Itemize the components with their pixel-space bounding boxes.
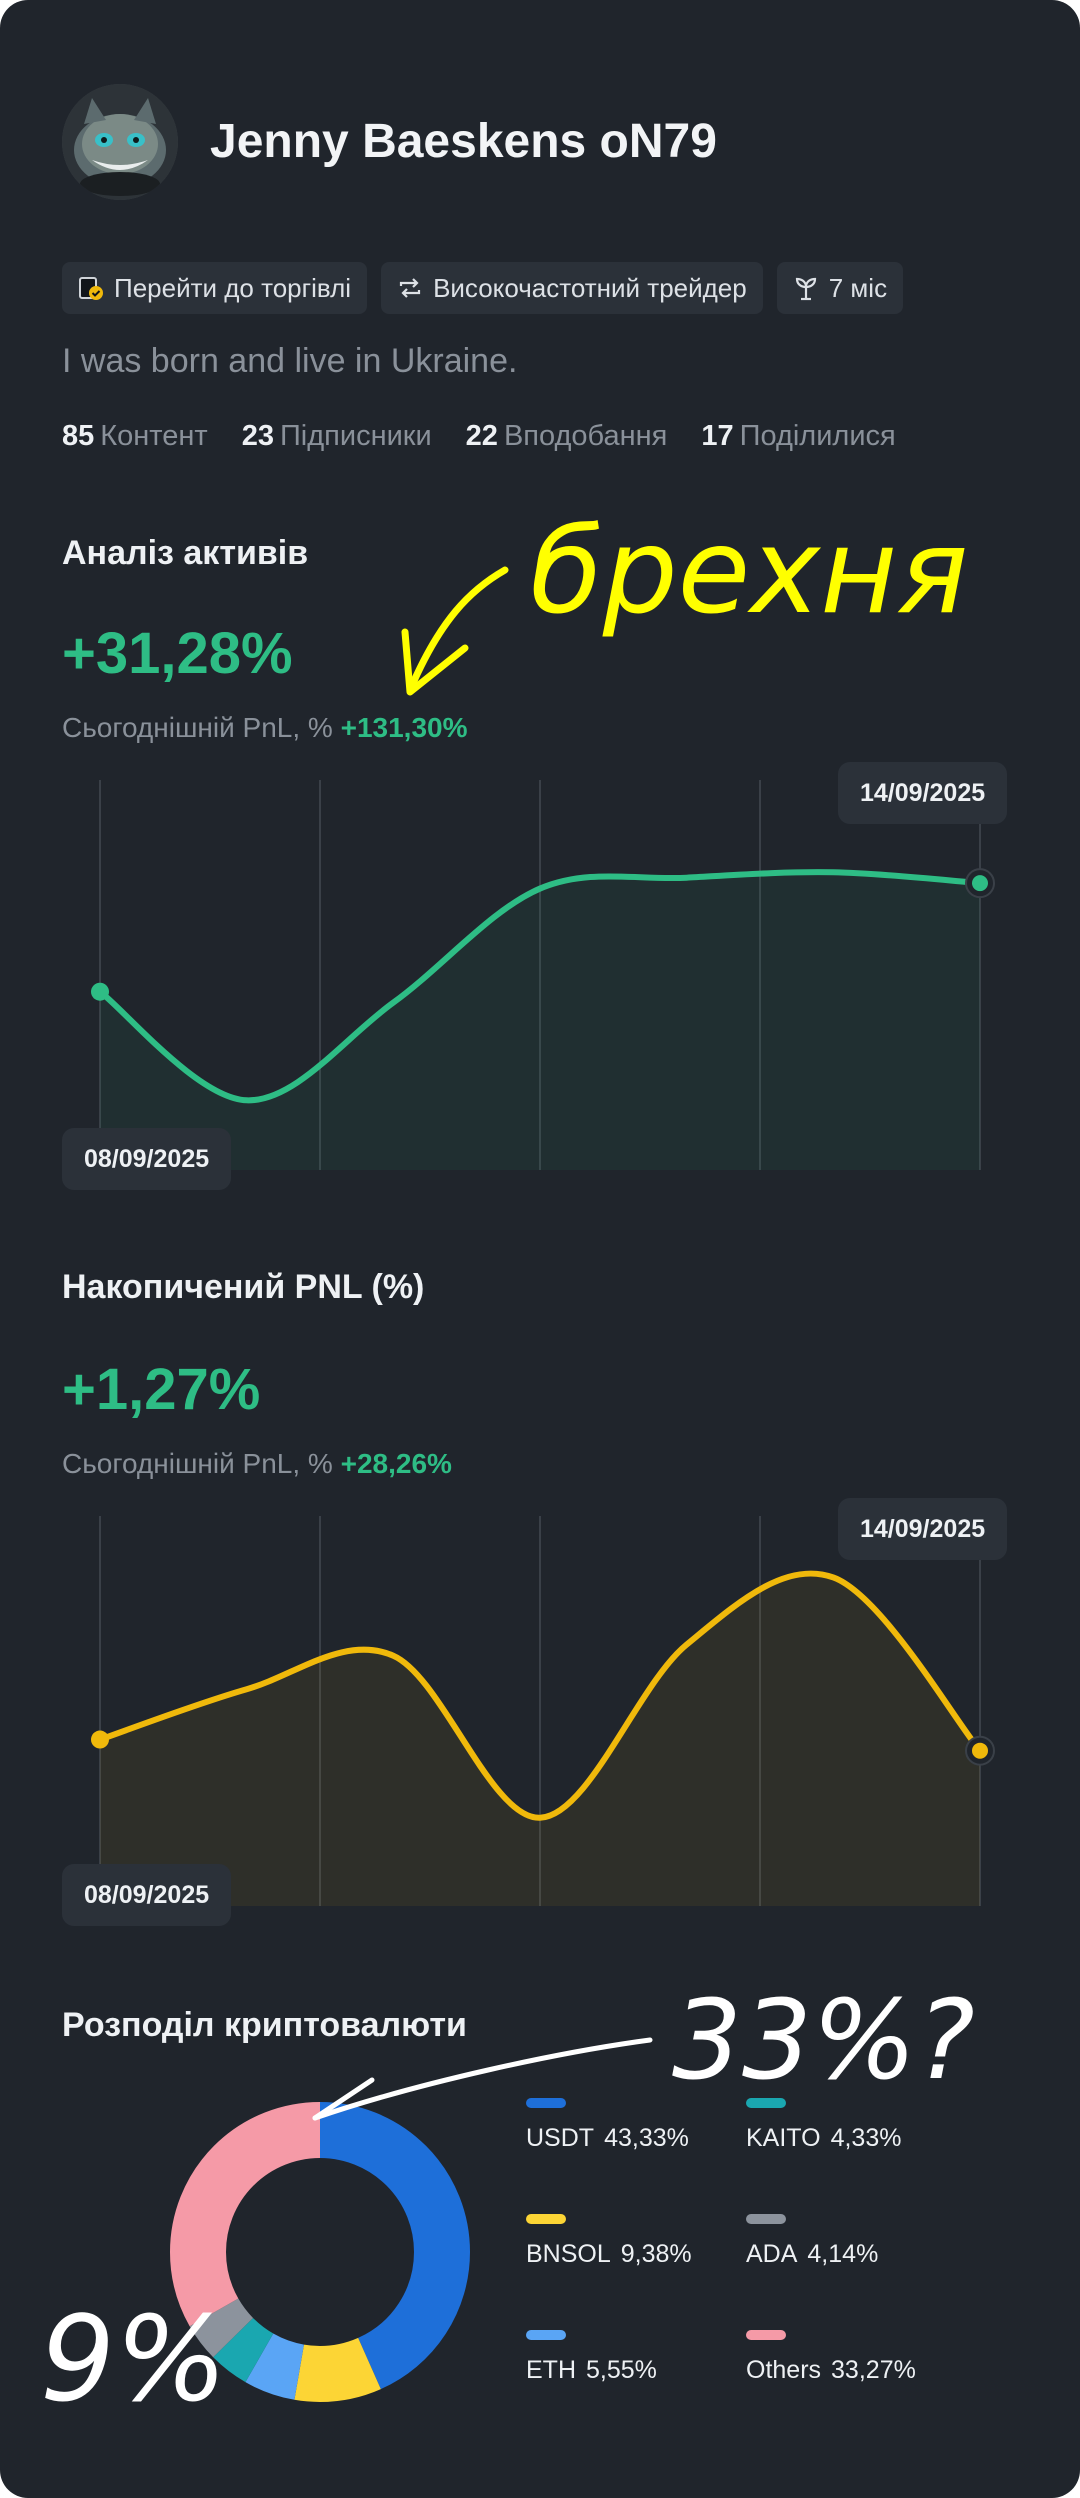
stat-number: 17 [701,420,734,452]
hf-trader-tag[interactable]: Високочастотний трейдер [381,262,763,314]
profile-tags: Перейти до торгівлі Високочастотний трей… [62,262,904,314]
stat-number: 85 [62,420,95,452]
legend-swatch [526,2214,566,2224]
asset-analysis-value: +31,28% [62,621,293,686]
crypto-distribution-title: Розподіл криптовалюти [62,2006,467,2044]
cumulative-today-pnl: Сьогоднішній PnL, % +28,26% [62,1448,452,1480]
legend-name: KAITO [746,2124,821,2152]
chart-start-date: 08/09/2025 [62,1128,232,1190]
legend-swatch [746,2330,786,2340]
legend-item-ada: ADA 4,14% [746,2214,878,2269]
asset-analysis-chart[interactable] [0,760,1080,1180]
yellow-arrow-icon [401,566,509,696]
today-pnl-value: +131,30% [340,712,468,743]
tenure-tag[interactable]: 7 міс [776,262,904,314]
chart-area [100,1573,980,1906]
donut-slice-bnsol [170,2102,470,2402]
stat-content[interactable]: 85 Контент [62,420,208,453]
stat-number: 23 [241,420,274,452]
legend-value: 9,38% [620,2240,692,2268]
go-to-trading-tag[interactable]: Перейти до торгівлі [62,262,368,314]
legend-value: 43,33% [604,2124,689,2152]
donut-slice-others [170,2102,470,2402]
asset-analysis-title: Аналіз активів [62,534,309,572]
today-pnl-value: +28,26% [340,1448,452,1479]
stat-likes[interactable]: 22 Вподобання [466,420,668,453]
legend-swatch [526,2330,566,2340]
legend-swatch [526,2098,566,2108]
go-to-trading-label: Перейти до торгівлі [114,272,352,303]
legend-item-bnsol: BNSOL 9,38% [526,2214,692,2269]
legend-value: 4,33% [830,2124,902,2152]
trading-badge-icon [78,275,104,301]
stat-followers[interactable]: 23 Підписники [242,420,432,453]
legend-name: BNSOL [526,2240,611,2268]
asset-analysis-today-pnl: Сьогоднішній PnL, % +131,30% [62,712,467,744]
note-lie: брехня [530,502,968,640]
legend-swatch [746,2214,786,2224]
legend-value: 5,55% [586,2356,657,2384]
repeat-icon [397,275,423,301]
chart-line [99,1570,983,1821]
hf-trader-label: Високочастотний трейдер [433,272,747,303]
legend-name: USDT [526,2124,595,2152]
today-pnl-label: Сьогоднішній PnL, % [62,712,333,743]
stat-label: Поділилися [739,420,896,452]
legend-swatch [746,2098,786,2108]
profile-name: Jenny Baeskens oN79 [210,115,717,168]
cumulative-pnl-title: Накопичений PNL (%) [62,1268,425,1306]
stat-label: Контент [100,420,208,452]
chart-end-date: 14/09/2025 [838,1498,1008,1560]
stat-number: 22 [465,420,498,452]
chart-line [98,869,981,1104]
avatar[interactable] [62,84,178,200]
legend-item-others: Others 33,27% [746,2330,916,2385]
stat-label: Підписники [279,420,432,452]
chart-area [100,872,980,1170]
tenure-label: 7 міс [828,272,888,303]
legend-value: 4,14% [807,2240,879,2268]
today-pnl-label: Сьогоднішній PnL, % [62,1448,333,1479]
legend-item-kaito: KAITO 4,33% [746,2098,901,2153]
legend-item-usdt: USDT 43,33% [526,2098,689,2153]
crypto-donut-chart[interactable] [160,2092,480,2412]
legend-name: ADA [746,2240,798,2268]
end-marker [972,1742,988,1759]
sprout-icon [793,275,819,301]
legend-item-eth: ETH 5,55% [526,2330,657,2385]
profile-bio: I was born and live in Ukraine. [62,342,518,380]
stat-shares[interactable]: 17 Поділилися [701,420,895,453]
note-question-33: 33%? [672,1976,975,2104]
chart-end-date: 14/09/2025 [838,762,1008,824]
legend-name: ETH [526,2356,576,2384]
profile-stats: 85 Контент 23 Підписники 22 Вподобання 17 По… [62,420,896,453]
legend-name: Others [746,2356,822,2384]
chart-start-date: 08/09/2025 [62,1864,232,1926]
cumulative-pnl-value: +1,27% [62,1357,261,1422]
data-point [91,982,109,1001]
cumulative-pnl-chart[interactable] [0,1496,1080,1916]
legend-value: 33,27% [831,2356,916,2384]
stat-label: Вподобання [503,420,668,452]
data-point [91,1730,109,1749]
end-marker [972,875,988,892]
